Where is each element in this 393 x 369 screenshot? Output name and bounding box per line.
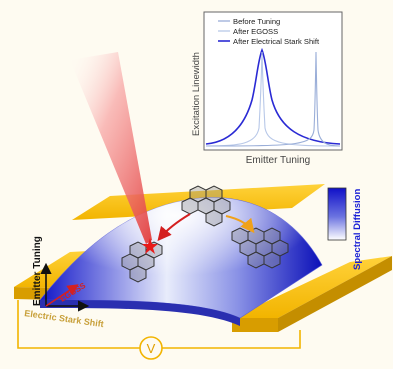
inset-plot: Excitation Linewidth Emitter Tuning Befo… (191, 11, 343, 166)
voltage-symbol: V (147, 341, 156, 356)
electric-stark-shift-label: Electric Stark Shift (24, 308, 105, 329)
emitter-surface-edge (40, 300, 240, 326)
emitter-star-icon (142, 238, 158, 254)
voltage-source-icon (139, 336, 163, 360)
right-electrode-side (278, 256, 392, 332)
curve-after-egoss (205, 51, 341, 147)
legend-before-tuning: Before Tuning (233, 17, 280, 26)
inset-plot-frame (203, 11, 343, 151)
circuit-wire (17, 300, 301, 349)
stark-arrow (225, 215, 255, 234)
inset-ylabel: Excitation Linewidth (191, 52, 202, 136)
laser-beam (70, 52, 152, 244)
emitter-tuning-label: Emitter Tuning (32, 236, 43, 306)
right-electrode-front (232, 318, 278, 332)
curve-after-stark (205, 47, 341, 145)
legend-after-stark: After Electrical Stark Shift (233, 37, 320, 46)
molecule-top (181, 185, 231, 227)
right-electrode-top (232, 256, 392, 318)
egoss-arrow (157, 213, 191, 242)
spectral-diffusion-label: Spectral Diffusion (352, 189, 363, 270)
legend-after-egoss: After EGOSS (233, 27, 278, 36)
molecule-right (231, 227, 289, 269)
molecule-left (121, 241, 163, 283)
curve-before-tuning (205, 51, 341, 147)
spectral-diffusion-colorbar (327, 187, 347, 241)
inset-xlabel: Emitter Tuning (246, 155, 310, 166)
egoss-axis (45, 284, 79, 307)
